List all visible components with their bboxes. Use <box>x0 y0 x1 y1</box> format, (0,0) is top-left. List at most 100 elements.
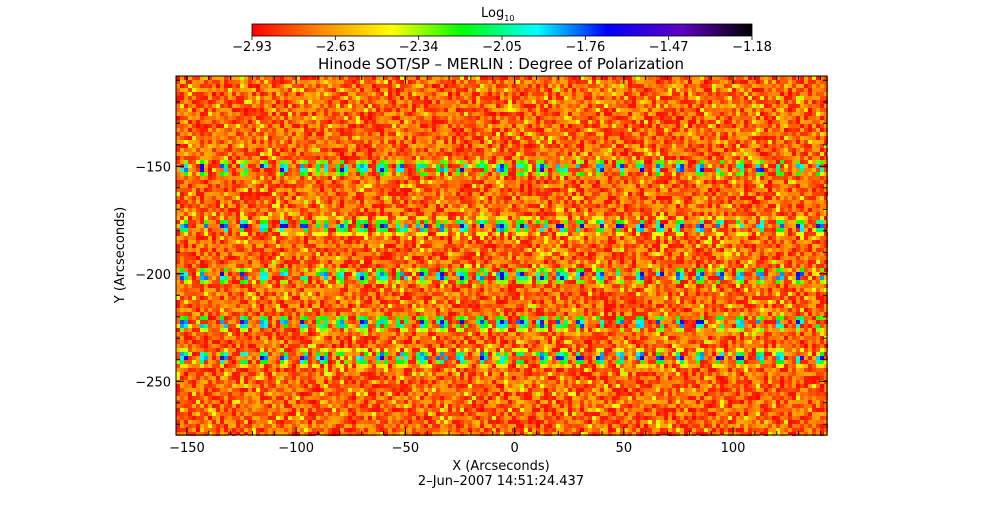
heatmap-cell <box>324 124 328 128</box>
heatmap-cell <box>804 172 808 176</box>
heatmap-cell <box>584 184 588 188</box>
heatmap-cell <box>456 144 460 148</box>
heatmap-cell <box>784 156 788 160</box>
heatmap-cell <box>716 188 720 192</box>
heatmap-cell <box>260 80 264 84</box>
heatmap-cell <box>324 164 328 168</box>
heatmap-cell <box>728 92 732 96</box>
heatmap-cell <box>520 76 524 80</box>
heatmap-cell <box>368 124 372 128</box>
heatmap-cell <box>340 196 344 200</box>
heatmap-cell <box>204 112 208 116</box>
heatmap-cell <box>500 84 504 88</box>
heatmap-cell <box>584 140 588 144</box>
heatmap-cell <box>692 128 696 132</box>
heatmap-cell <box>324 196 328 200</box>
heatmap-cell <box>460 188 464 192</box>
heatmap-cell <box>700 168 704 172</box>
heatmap-cell <box>184 168 188 172</box>
heatmap-cell <box>668 192 672 196</box>
heatmap-cell <box>628 200 632 204</box>
heatmap-cell <box>492 108 496 112</box>
heatmap-cell <box>608 120 612 124</box>
heatmap-cell <box>400 96 404 100</box>
heatmap-cell <box>760 96 764 100</box>
heatmap-cell <box>396 148 400 152</box>
heatmap-cell <box>488 180 492 184</box>
heatmap-cell <box>664 80 668 84</box>
heatmap-cell <box>264 80 268 84</box>
heatmap-cell <box>184 132 188 136</box>
heatmap-cell <box>220 172 224 176</box>
heatmap-cell <box>228 148 232 152</box>
heatmap-cell <box>632 112 636 116</box>
heatmap-cell <box>596 196 600 200</box>
heatmap-cell <box>412 120 416 124</box>
heatmap-cell <box>392 120 396 124</box>
heatmap-cell <box>180 76 184 80</box>
heatmap-cell <box>592 148 596 152</box>
heatmap-cell <box>464 124 468 128</box>
heatmap-cell <box>572 116 576 120</box>
heatmap-cell <box>648 140 652 144</box>
heatmap-cell <box>708 148 712 152</box>
heatmap-cell <box>680 80 684 84</box>
heatmap-cell <box>380 168 384 172</box>
heatmap-cell <box>244 160 248 164</box>
heatmap-cell <box>816 132 820 136</box>
heatmap-cell <box>816 108 820 112</box>
heatmap-cell <box>580 188 584 192</box>
heatmap-cell <box>476 160 480 164</box>
heatmap-cell <box>600 180 604 184</box>
heatmap-cell <box>232 88 236 92</box>
colorbar-gradient <box>252 24 752 36</box>
heatmap-cell <box>676 176 680 180</box>
heatmap-cell <box>400 84 404 88</box>
heatmap-cell <box>636 124 640 128</box>
heatmap-cell <box>408 92 412 96</box>
heatmap-cell <box>384 192 388 196</box>
heatmap-cell <box>288 156 292 160</box>
heatmap-cell <box>432 76 436 80</box>
heatmap-cell <box>796 84 800 88</box>
heatmap-cell <box>428 116 432 120</box>
heatmap-cell <box>800 144 804 148</box>
heatmap-cell <box>428 84 432 88</box>
heatmap-cell <box>304 96 308 100</box>
heatmap-cell <box>356 168 360 172</box>
heatmap-cell <box>708 136 712 140</box>
heatmap-cell <box>180 188 184 192</box>
heatmap-cell <box>260 168 264 172</box>
heatmap-cell <box>552 164 556 168</box>
heatmap-cell <box>252 84 256 88</box>
heatmap-cell <box>672 136 676 140</box>
heatmap-cell <box>732 180 736 184</box>
heatmap-cell <box>800 160 804 164</box>
heatmap-cell <box>568 172 572 176</box>
heatmap-cell <box>448 200 452 204</box>
heatmap-cell <box>744 112 748 116</box>
heatmap-cell <box>536 180 540 184</box>
heatmap-cell <box>580 128 584 132</box>
heatmap-cell <box>344 80 348 84</box>
heatmap-cell <box>792 96 796 100</box>
heatmap-cell <box>176 196 180 200</box>
heatmap-cell <box>820 192 824 196</box>
heatmap-cell <box>468 176 472 180</box>
heatmap-cell <box>308 132 312 136</box>
heatmap-cell <box>184 92 188 96</box>
heatmap-cell <box>788 80 792 84</box>
heatmap-cell <box>308 136 312 140</box>
heatmap-cell <box>820 188 824 192</box>
heatmap-cell <box>212 100 216 104</box>
heatmap-cell <box>680 156 684 160</box>
heatmap-cell <box>692 88 696 92</box>
heatmap-cell <box>676 188 680 192</box>
heatmap-cell <box>776 112 780 116</box>
heatmap-cell <box>724 176 728 180</box>
heatmap-cell <box>532 100 536 104</box>
heatmap-cell <box>368 120 372 124</box>
heatmap-cell <box>468 120 472 124</box>
heatmap-cell <box>388 200 392 204</box>
heatmap-cell <box>236 84 240 88</box>
